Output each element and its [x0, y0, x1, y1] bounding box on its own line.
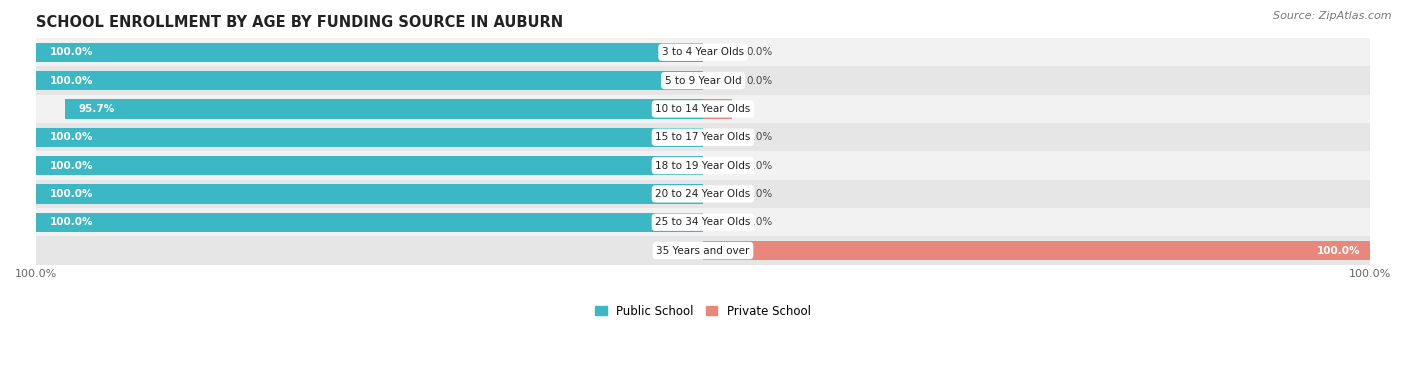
Bar	[37, 212, 703, 232]
Text: 15 to 17 Year Olds: 15 to 17 Year Olds	[655, 132, 751, 142]
Text: 3 to 4 Year Olds: 3 to 4 Year Olds	[662, 47, 744, 57]
Text: 100.0%: 100.0%	[49, 132, 93, 142]
Text: 100.0%: 100.0%	[49, 161, 93, 170]
Bar	[37, 38, 1369, 67]
Text: 95.7%: 95.7%	[79, 104, 114, 114]
Text: 0.0%: 0.0%	[747, 132, 772, 142]
Text: Source: ZipAtlas.com: Source: ZipAtlas.com	[1274, 11, 1392, 21]
Bar	[37, 67, 1369, 95]
Text: 100.0%: 100.0%	[49, 47, 93, 57]
Bar	[37, 123, 1369, 152]
Text: SCHOOL ENROLLMENT BY AGE BY FUNDING SOURCE IN AUBURN: SCHOOL ENROLLMENT BY AGE BY FUNDING SOUR…	[37, 15, 564, 30]
Text: 0.0%: 0.0%	[747, 189, 772, 199]
Text: 5 to 9 Year Old: 5 to 9 Year Old	[665, 76, 741, 85]
Text: 0.0%: 0.0%	[747, 161, 772, 170]
Text: 100.0%: 100.0%	[49, 189, 93, 199]
Text: 4.3%: 4.3%	[693, 104, 721, 114]
Bar	[37, 184, 703, 203]
Text: 100.0%: 100.0%	[1316, 246, 1360, 256]
Bar	[37, 180, 1369, 208]
Legend: Public School, Private School: Public School, Private School	[591, 300, 815, 322]
Text: 20 to 24 Year Olds: 20 to 24 Year Olds	[655, 189, 751, 199]
Text: 100.0%: 100.0%	[49, 217, 93, 227]
Text: 18 to 19 Year Olds: 18 to 19 Year Olds	[655, 161, 751, 170]
Text: 25 to 34 Year Olds: 25 to 34 Year Olds	[655, 217, 751, 227]
Text: 0.0%: 0.0%	[747, 47, 772, 57]
Bar	[37, 236, 1369, 265]
Bar	[703, 241, 1369, 260]
Bar	[37, 128, 703, 147]
Bar	[37, 208, 1369, 236]
Bar	[703, 99, 731, 119]
Text: 35 Years and over: 35 Years and over	[657, 246, 749, 256]
Text: 0.0%: 0.0%	[747, 76, 772, 85]
Text: 100.0%: 100.0%	[49, 76, 93, 85]
Bar	[37, 152, 1369, 180]
Text: 0.0%: 0.0%	[747, 217, 772, 227]
Text: 10 to 14 Year Olds: 10 to 14 Year Olds	[655, 104, 751, 114]
Bar	[37, 95, 1369, 123]
Bar	[37, 156, 703, 175]
Bar	[37, 43, 703, 62]
Bar	[37, 71, 703, 90]
Bar	[65, 99, 703, 119]
